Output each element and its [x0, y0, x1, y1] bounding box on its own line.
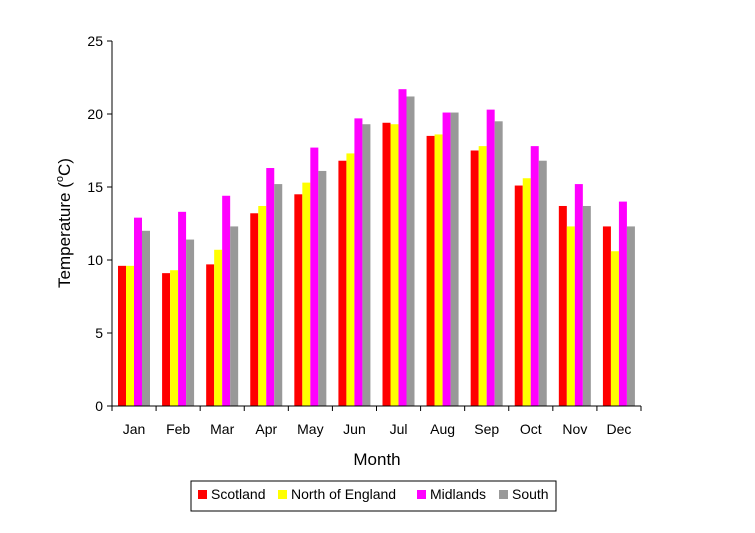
- bar-midlands-nov: [574, 184, 583, 406]
- x-ticks-layer: Jan Feb Mar Apr May Jun Jul Aug Sep Oct Nov Dec: [111, 406, 642, 437]
- x-tick-label-aug: Aug: [430, 421, 455, 437]
- y-tick-label: 0: [95, 398, 103, 414]
- bar-north-of-england-mar: [214, 249, 223, 406]
- legend-items: Scotland North of England Midlands South: [198, 486, 549, 502]
- bar-north-of-england-nov: [566, 226, 575, 406]
- y-axis-title-superscript: o: [54, 176, 66, 182]
- bar-north-of-england-jun: [346, 153, 355, 406]
- bar-midlands-may: [310, 147, 319, 406]
- bar-scotland-jun: [338, 160, 347, 406]
- x-tick-label-jul: Jul: [390, 421, 408, 437]
- bar-south-feb: [186, 239, 195, 406]
- bar-scotland-jul: [382, 122, 391, 406]
- legend-swatch-midlands: [417, 490, 426, 499]
- bar-midlands-sep: [486, 109, 495, 407]
- bar-midlands-apr: [266, 168, 275, 406]
- bar-scotland-sep: [470, 150, 479, 406]
- legend-label-scotland: Scotland: [211, 486, 265, 502]
- y-tick-label: 5: [95, 325, 103, 341]
- x-axis-title: Month: [353, 450, 400, 469]
- bar-south-aug: [450, 112, 459, 406]
- y-tick-label: 20: [87, 106, 103, 122]
- legend-label-north-of-england: North of England: [291, 486, 396, 502]
- x-tick-label-feb: Feb: [166, 421, 190, 437]
- legend-label-south: South: [512, 486, 549, 502]
- bar-midlands-jun: [354, 118, 363, 406]
- bar-midlands-mar: [222, 195, 231, 406]
- y-tick-label: 15: [87, 179, 103, 195]
- bar-midlands-dec: [618, 201, 627, 406]
- bar-north-of-england-dec: [610, 251, 619, 406]
- bar-midlands-oct: [530, 146, 539, 406]
- bar-scotland-nov: [558, 205, 567, 406]
- bar-south-sep: [494, 121, 503, 407]
- bar-south-may: [318, 170, 327, 406]
- legend-swatch-south: [499, 490, 508, 499]
- x-tick-label-may: May: [297, 421, 323, 437]
- bar-scotland-oct: [514, 185, 523, 406]
- bars-layer: [118, 89, 635, 407]
- bar-south-jul: [406, 96, 415, 406]
- bar-north-of-england-may: [302, 182, 311, 406]
- bar-scotland-jan: [118, 265, 126, 406]
- bar-north-of-england-sep: [478, 146, 487, 406]
- y-axis-title-main: Temperature (: [55, 182, 74, 288]
- bar-scotland-apr: [250, 213, 259, 406]
- x-tick-label-jan: Jan: [123, 421, 146, 437]
- legend: Scotland North of England Midlands South: [190, 480, 557, 512]
- legend-label-midlands: Midlands: [430, 486, 486, 502]
- bar-scotland-dec: [602, 226, 611, 406]
- x-tick-label-apr: Apr: [255, 421, 277, 437]
- y-axis-title: Temperature (oC): [54, 158, 74, 288]
- bar-midlands-jan: [134, 217, 142, 406]
- x-tick-label-dec: Dec: [607, 421, 632, 437]
- bar-north-of-england-feb: [170, 270, 179, 406]
- bar-north-of-england-jan: [126, 265, 134, 406]
- x-tick-label-jun: Jun: [343, 421, 366, 437]
- bar-south-nov: [582, 205, 591, 406]
- legend-swatch-north-of-england: [278, 490, 287, 499]
- x-tick-label-oct: Oct: [520, 421, 542, 437]
- legend-swatch-scotland: [198, 490, 207, 499]
- bar-south-oct: [538, 160, 547, 406]
- bar-south-apr: [274, 184, 283, 406]
- bar-north-of-england-apr: [258, 205, 267, 406]
- x-tick-label-nov: Nov: [562, 421, 587, 437]
- bar-north-of-england-jul: [390, 124, 399, 406]
- bar-south-dec: [626, 226, 635, 406]
- bar-scotland-aug: [426, 135, 435, 406]
- bar-north-of-england-oct: [522, 178, 531, 406]
- legend-frame: [190, 480, 557, 512]
- y-tick-label: 10: [87, 252, 103, 268]
- bar-scotland-may: [294, 194, 303, 406]
- x-tick-label-mar: Mar: [210, 421, 234, 437]
- bar-south-jun: [362, 124, 371, 406]
- bar-south-jan: [142, 230, 150, 406]
- bar-north-of-england-aug: [434, 134, 443, 406]
- y-ticks-layer: 0 5 10 15 20 25: [87, 33, 112, 414]
- bar-south-mar: [230, 226, 239, 406]
- bar-scotland-mar: [206, 264, 215, 406]
- bar-midlands-jul: [398, 89, 407, 407]
- bar-scotland-feb: [162, 273, 171, 406]
- bar-midlands-aug: [442, 112, 451, 406]
- x-tick-label-sep: Sep: [474, 421, 499, 437]
- y-axis-title-tail: C): [55, 158, 74, 176]
- bar-midlands-feb: [178, 211, 187, 406]
- y-tick-label: 25: [87, 33, 103, 49]
